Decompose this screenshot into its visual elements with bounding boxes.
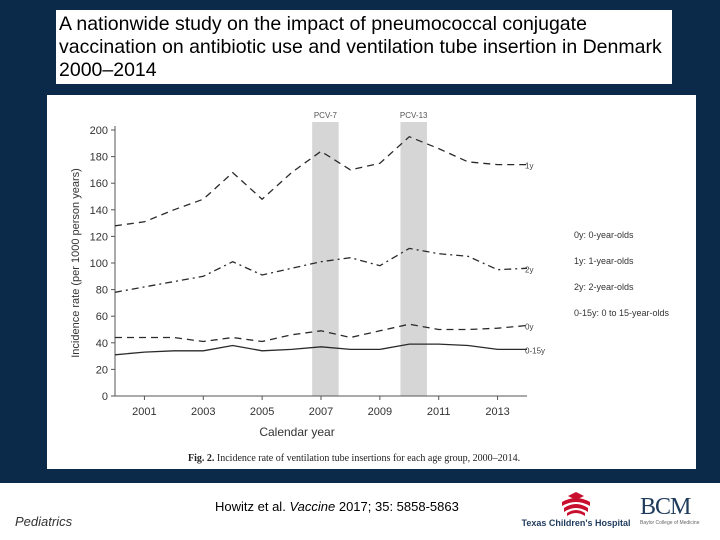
x-tick-label: 2003	[191, 406, 215, 418]
x-tick-label: 2001	[132, 406, 156, 418]
figure-panel: PCV-7 PCV-13 0 20 40 60 80 100 120 140 160 180 200 20…	[47, 95, 696, 469]
y-tick-label: 140	[90, 205, 108, 217]
y-tick-label: 200	[90, 125, 108, 137]
series-end-label: 0-15y	[525, 346, 545, 355]
x-tick-label: 2005	[250, 406, 274, 418]
legend-entry: 1y: 1-year-olds	[574, 256, 634, 266]
vaccine-band-pcv-7	[312, 122, 339, 396]
footer-pediatrics: Pediatrics	[15, 514, 73, 529]
y-axis-title: Incidence rate (per 1000 person years)	[70, 168, 82, 358]
y-tick-label: 160	[90, 178, 108, 190]
y-tick-label: 20	[96, 364, 108, 376]
y-tick-label: 40	[96, 338, 108, 350]
bcm-logo: BCM Baylor College of Medicine	[640, 494, 712, 534]
caption-label: Fig. 2.	[188, 453, 215, 464]
x-tick-label: 2011	[427, 406, 451, 418]
tch-emblem-icon	[562, 492, 590, 516]
series-line-0y	[115, 323, 528, 343]
legend-entry: 0-15y: 0 to 15-year-olds	[574, 308, 670, 318]
y-tick-label: 180	[90, 152, 108, 164]
band-label-pcv-13: PCV-13	[400, 111, 428, 120]
series-end-label: 0y	[525, 323, 533, 332]
band-label-pcv-7: PCV-7	[314, 111, 338, 120]
citation-journal: Vaccine	[289, 499, 336, 514]
x-tick-label: 2007	[309, 406, 333, 418]
citation: Howitz et al. Vaccine 2017; 35: 5858-586…	[215, 499, 459, 514]
x-tick-label: 2013	[485, 406, 509, 418]
title-box: A nationwide study on the impact of pneu…	[56, 10, 672, 84]
series-end-label: 1y	[525, 162, 533, 171]
figure-caption: Fig. 2. Incidence rate of ventilation tu…	[188, 453, 520, 464]
citation-authors: Howitz et al.	[215, 499, 286, 514]
series-line-0-15y	[114, 343, 527, 356]
legend-entry: 0y: 0-year-olds	[574, 230, 634, 240]
caption-text: Incidence rate of ventilation tube inser…	[216, 453, 521, 464]
y-tick-label: 60	[96, 311, 108, 323]
series-line-2y	[114, 247, 528, 293]
bcm-logo-text: BCM	[640, 494, 691, 520]
x-tick-label: 2009	[368, 406, 392, 418]
slide-title: A nationwide study on the impact of pneu…	[59, 13, 662, 81]
y-tick-label: 100	[90, 258, 108, 270]
series-end-label: 2y	[525, 265, 533, 274]
x-axis-title: Calendar year	[259, 425, 334, 439]
vaccine-band-pcv-13	[400, 122, 427, 396]
y-tick-label: 80	[96, 285, 108, 297]
y-tick-label: 120	[90, 231, 108, 243]
citation-details: 2017; 35: 5858-5863	[338, 499, 459, 514]
texas-childrens-logo: Texas Children's Hospital	[520, 492, 632, 532]
tch-logo-text: Texas Children's Hospital	[521, 518, 631, 528]
y-tick-label: 0	[102, 391, 108, 403]
bcm-logo-subtext: Baylor College of Medicine	[640, 520, 700, 526]
legend-entry: 2y: 2-year-olds	[574, 282, 634, 292]
line-chart: PCV-7 PCV-13 0 20 40 60 80 100 120 140 160 180 200 20…	[70, 111, 670, 439]
